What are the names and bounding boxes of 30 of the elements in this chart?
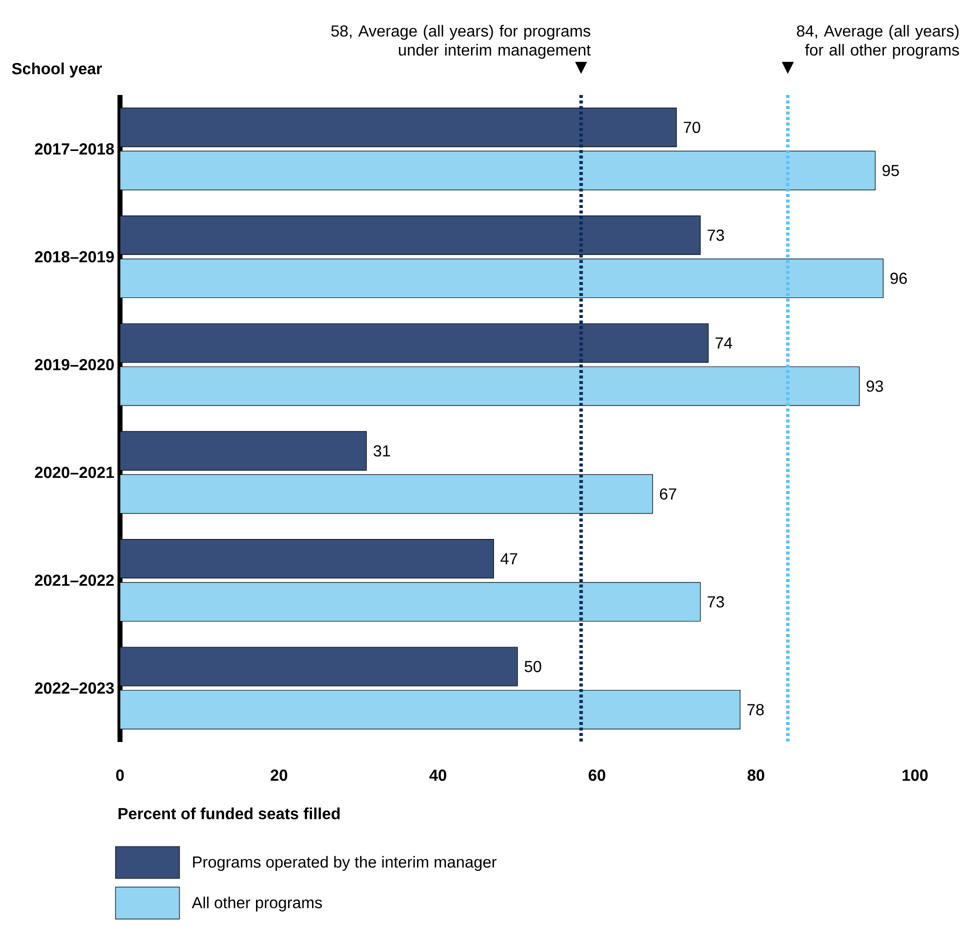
data-label: 50 [524,660,542,672]
data-label: 31 [374,445,390,457]
legend-label: Programs operated by the interim manager [193,856,497,871]
y-tick-label: 2017–2018 [34,143,114,155]
x-tick-label: 60 [588,770,606,781]
data-label: 67 [660,488,676,500]
x-tick-label: 20 [270,770,288,781]
x-axis-title: Percent of funded seats filled [118,808,340,820]
data-label: 70 [684,122,700,134]
ref-line-label: 84, Average (all years) for all other programs [796,24,959,59]
data-label: 78 [747,704,764,716]
y-tick-label: 2020–2021 [34,466,114,478]
ref-line-label: 58, Average (all years) for programs under interim management [331,24,591,59]
x-tick-label: 0 [116,770,124,781]
y-tick-label: 2019–2020 [34,358,114,370]
data-label: 47 [500,553,518,564]
x-tick-label: 40 [429,770,446,781]
data-label: 95 [882,164,899,176]
legend-label: All other programs [192,896,322,912]
data-label: 73 [708,596,724,608]
y-axis-title: School year [12,62,102,78]
data-label: 74 [716,338,732,349]
data-label: 73 [708,230,724,241]
x-tick-label: 80 [748,770,764,781]
x-tick-label: 100 [902,770,928,781]
data-label: 93 [866,380,883,392]
y-tick-label: 2018–2019 [34,251,114,262]
y-tick-label: 2021–2022 [34,574,114,586]
data-label: 96 [890,272,907,284]
y-tick-label: 2022–2023 [34,682,114,694]
